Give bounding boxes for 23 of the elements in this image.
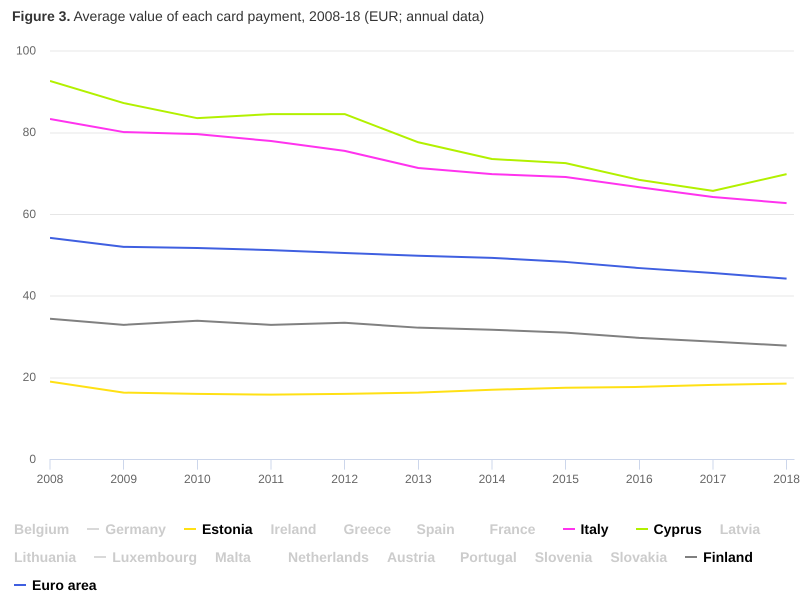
legend-label: Cyprus (654, 521, 702, 537)
y-tick-label: 40 (22, 288, 36, 303)
x-tick-label: 2009 (110, 472, 138, 486)
x-tick-label: 2010 (184, 472, 211, 486)
legend-label: Euro area (32, 577, 97, 593)
x-tick-label: 2012 (331, 472, 358, 486)
y-tick-label: 100 (16, 44, 36, 58)
x-tick-label: 2018 (773, 472, 800, 486)
legend-label: Italy (580, 521, 609, 537)
x-tick-label: 2017 (700, 472, 727, 486)
x-tick-label: 2011 (258, 472, 284, 486)
y-tick-label: 20 (22, 370, 36, 384)
x-tick-label: 2014 (478, 472, 506, 486)
y-tick-label: 60 (22, 206, 36, 221)
x-tick-label: 2008 (36, 472, 64, 486)
legend-label: Finland (703, 549, 753, 565)
x-tick-label: 2015 (552, 472, 580, 486)
y-tick-label: 80 (22, 125, 36, 140)
y-tick-label: 0 (29, 452, 36, 466)
x-tick-label: 2016 (626, 472, 653, 486)
chart-title: Figure 3. Average value of each card payment, 2008-18 (EUR; annual data) (12, 8, 484, 24)
legend-label: Estonia (202, 521, 253, 537)
x-tick-label: 2013 (404, 472, 432, 486)
